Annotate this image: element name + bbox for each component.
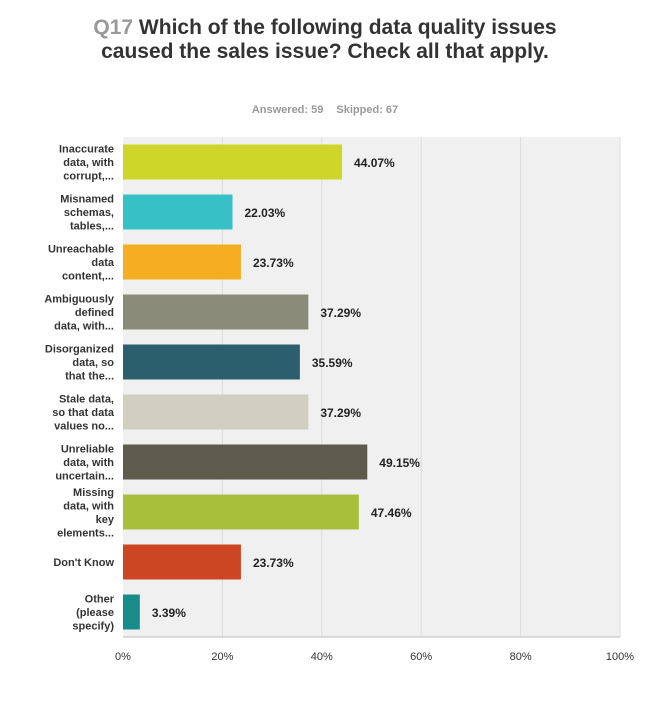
value-label: 49.15% bbox=[379, 456, 420, 470]
x-tick-label: 100% bbox=[606, 651, 634, 663]
bar bbox=[123, 594, 140, 630]
category-label: Don't Know bbox=[53, 557, 114, 569]
x-tick-label: 0% bbox=[115, 651, 131, 663]
value-label: 23.73% bbox=[253, 256, 294, 270]
x-tick-label: 80% bbox=[510, 651, 532, 663]
bar bbox=[123, 394, 309, 430]
category-label: Inaccurate data, with corrupt,... bbox=[59, 144, 114, 183]
category-label: Unreliable data, with uncertain... bbox=[55, 444, 114, 483]
question-number: Q17 bbox=[93, 16, 134, 39]
value-label: 37.29% bbox=[320, 406, 361, 420]
gridlines bbox=[221, 137, 621, 637]
category-label: Other (please specify) bbox=[72, 594, 114, 633]
value-labels: 44.07% 22.03% 23.73% 37.29% 35.59% 37.29% 49.1… bbox=[152, 156, 420, 620]
value-label: 3.39% bbox=[152, 606, 186, 620]
bar bbox=[123, 544, 241, 580]
x-tick-label: 60% bbox=[410, 651, 432, 663]
bar bbox=[123, 344, 300, 380]
x-tick-labels: 0% 20% 40% 60% 80% 100% bbox=[115, 651, 634, 663]
value-label: 47.46% bbox=[371, 506, 412, 520]
bars bbox=[123, 144, 368, 630]
answered-count: Answered: 59 bbox=[251, 104, 324, 116]
value-label: 35.59% bbox=[312, 356, 353, 370]
category-labels: Inaccurate data, with corrupt,... Misnamed s… bbox=[44, 144, 115, 633]
value-label: 44.07% bbox=[354, 156, 395, 170]
bar bbox=[123, 144, 343, 180]
bar bbox=[123, 494, 359, 530]
response-stats: Answered: 59 Skipped: 67 bbox=[0, 104, 650, 116]
value-label: 23.73% bbox=[253, 556, 294, 570]
x-tick-label: 40% bbox=[311, 651, 333, 663]
category-label: Stale data, so that data values no... bbox=[52, 394, 115, 433]
category-label: Ambiguously defined data, with... bbox=[44, 294, 115, 333]
category-label: Missing data, with key elements... bbox=[57, 487, 115, 540]
bar bbox=[123, 294, 309, 330]
category-label: Disorganized data, so that the... bbox=[45, 344, 114, 383]
bar bbox=[123, 444, 368, 480]
category-label: Misnamed schemas, tables,... bbox=[60, 194, 114, 233]
bar bbox=[123, 194, 233, 230]
category-label: Unreachable data content,... bbox=[48, 244, 115, 283]
value-label: 22.03% bbox=[244, 206, 285, 220]
chart-title: Q17 Which of the following data quality … bbox=[90, 16, 560, 64]
bar bbox=[123, 244, 241, 280]
question-text: Which of the following data quality issu… bbox=[101, 16, 557, 63]
value-label: 37.29% bbox=[320, 306, 361, 320]
skipped-count: Skipped: 67 bbox=[336, 104, 399, 116]
x-tick-label: 20% bbox=[211, 651, 233, 663]
